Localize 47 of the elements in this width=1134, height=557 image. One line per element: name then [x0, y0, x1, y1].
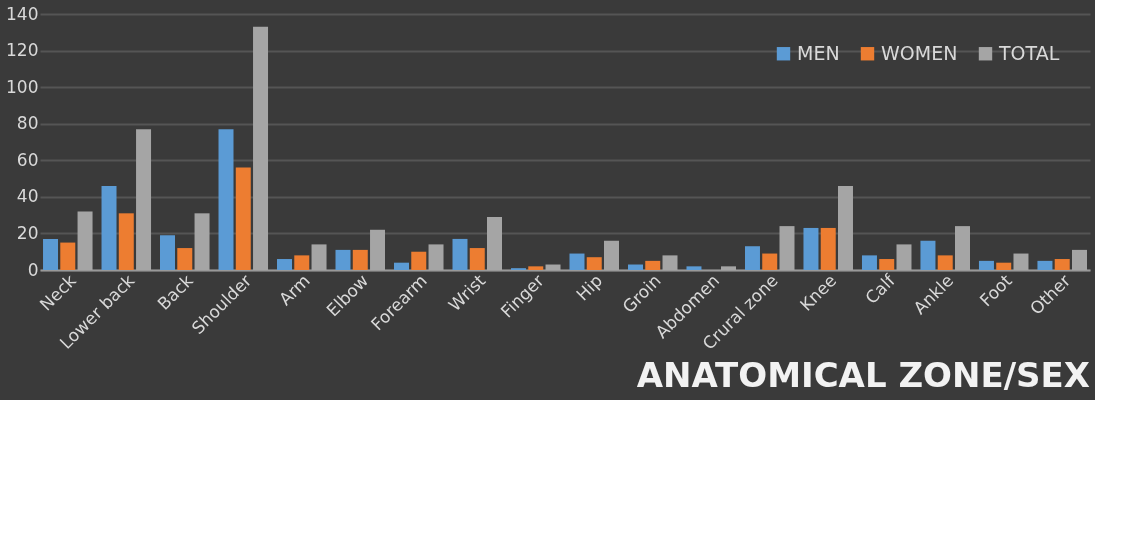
y-tick-label: 80	[16, 113, 39, 134]
y-tick-label: 0	[27, 259, 39, 280]
bar	[569, 253, 585, 270]
y-tick-label: 60	[16, 149, 39, 170]
legend-label: TOTAL	[998, 41, 1060, 64]
bar	[803, 227, 819, 270]
y-tick-label: 140	[6, 3, 39, 24]
y-tick-label: 40	[16, 186, 39, 207]
bar	[118, 213, 134, 270]
bar	[1037, 260, 1053, 270]
bar	[645, 260, 661, 270]
bar	[352, 249, 368, 270]
bar	[101, 185, 117, 270]
bar	[411, 251, 427, 270]
bar	[277, 259, 292, 270]
bar	[335, 249, 351, 270]
bar	[528, 266, 544, 270]
bar	[43, 238, 59, 270]
bar	[218, 129, 234, 270]
bar	[627, 264, 643, 270]
bar	[744, 246, 760, 270]
bar	[235, 167, 251, 270]
bar	[177, 248, 193, 270]
bar	[469, 248, 485, 270]
bar	[820, 227, 836, 270]
bar	[452, 238, 468, 270]
bar	[920, 240, 936, 270]
bar	[394, 262, 409, 270]
bar	[978, 260, 994, 270]
bar	[60, 242, 76, 270]
bar	[294, 255, 310, 270]
legend-label: WOMEN	[881, 41, 958, 64]
x-tick-label: Hip	[572, 270, 607, 305]
text: ANATOMICAL ZONE/SEX	[636, 355, 1090, 396]
bar	[1054, 259, 1070, 270]
bar	[686, 266, 702, 270]
bar	[586, 257, 602, 270]
y-tick-label: 120	[6, 40, 39, 61]
bar	[937, 255, 953, 270]
bar	[996, 262, 1012, 270]
bar	[879, 259, 895, 270]
legend-label: MEN	[797, 41, 840, 64]
bar	[160, 235, 176, 270]
bar	[861, 255, 877, 270]
y-tick-label: 20	[16, 222, 39, 243]
y-tick-label: 100	[6, 76, 39, 97]
bar	[762, 253, 778, 270]
